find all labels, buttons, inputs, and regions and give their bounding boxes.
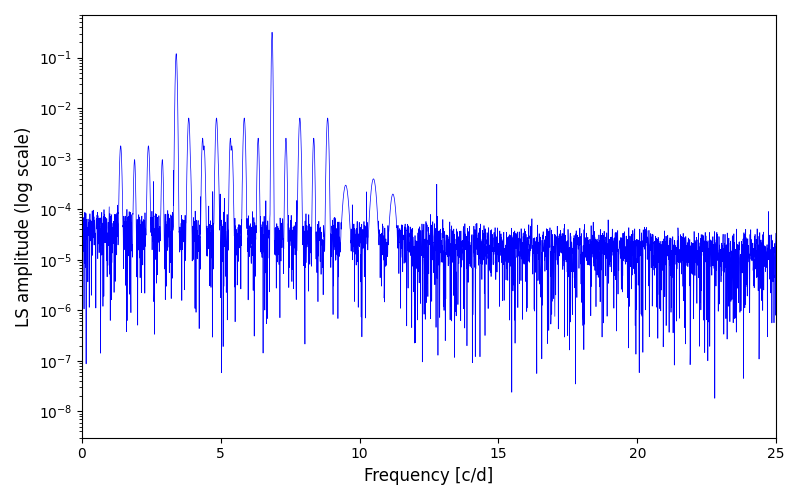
X-axis label: Frequency [c/d]: Frequency [c/d]	[364, 467, 494, 485]
Y-axis label: LS amplitude (log scale): LS amplitude (log scale)	[15, 126, 33, 326]
